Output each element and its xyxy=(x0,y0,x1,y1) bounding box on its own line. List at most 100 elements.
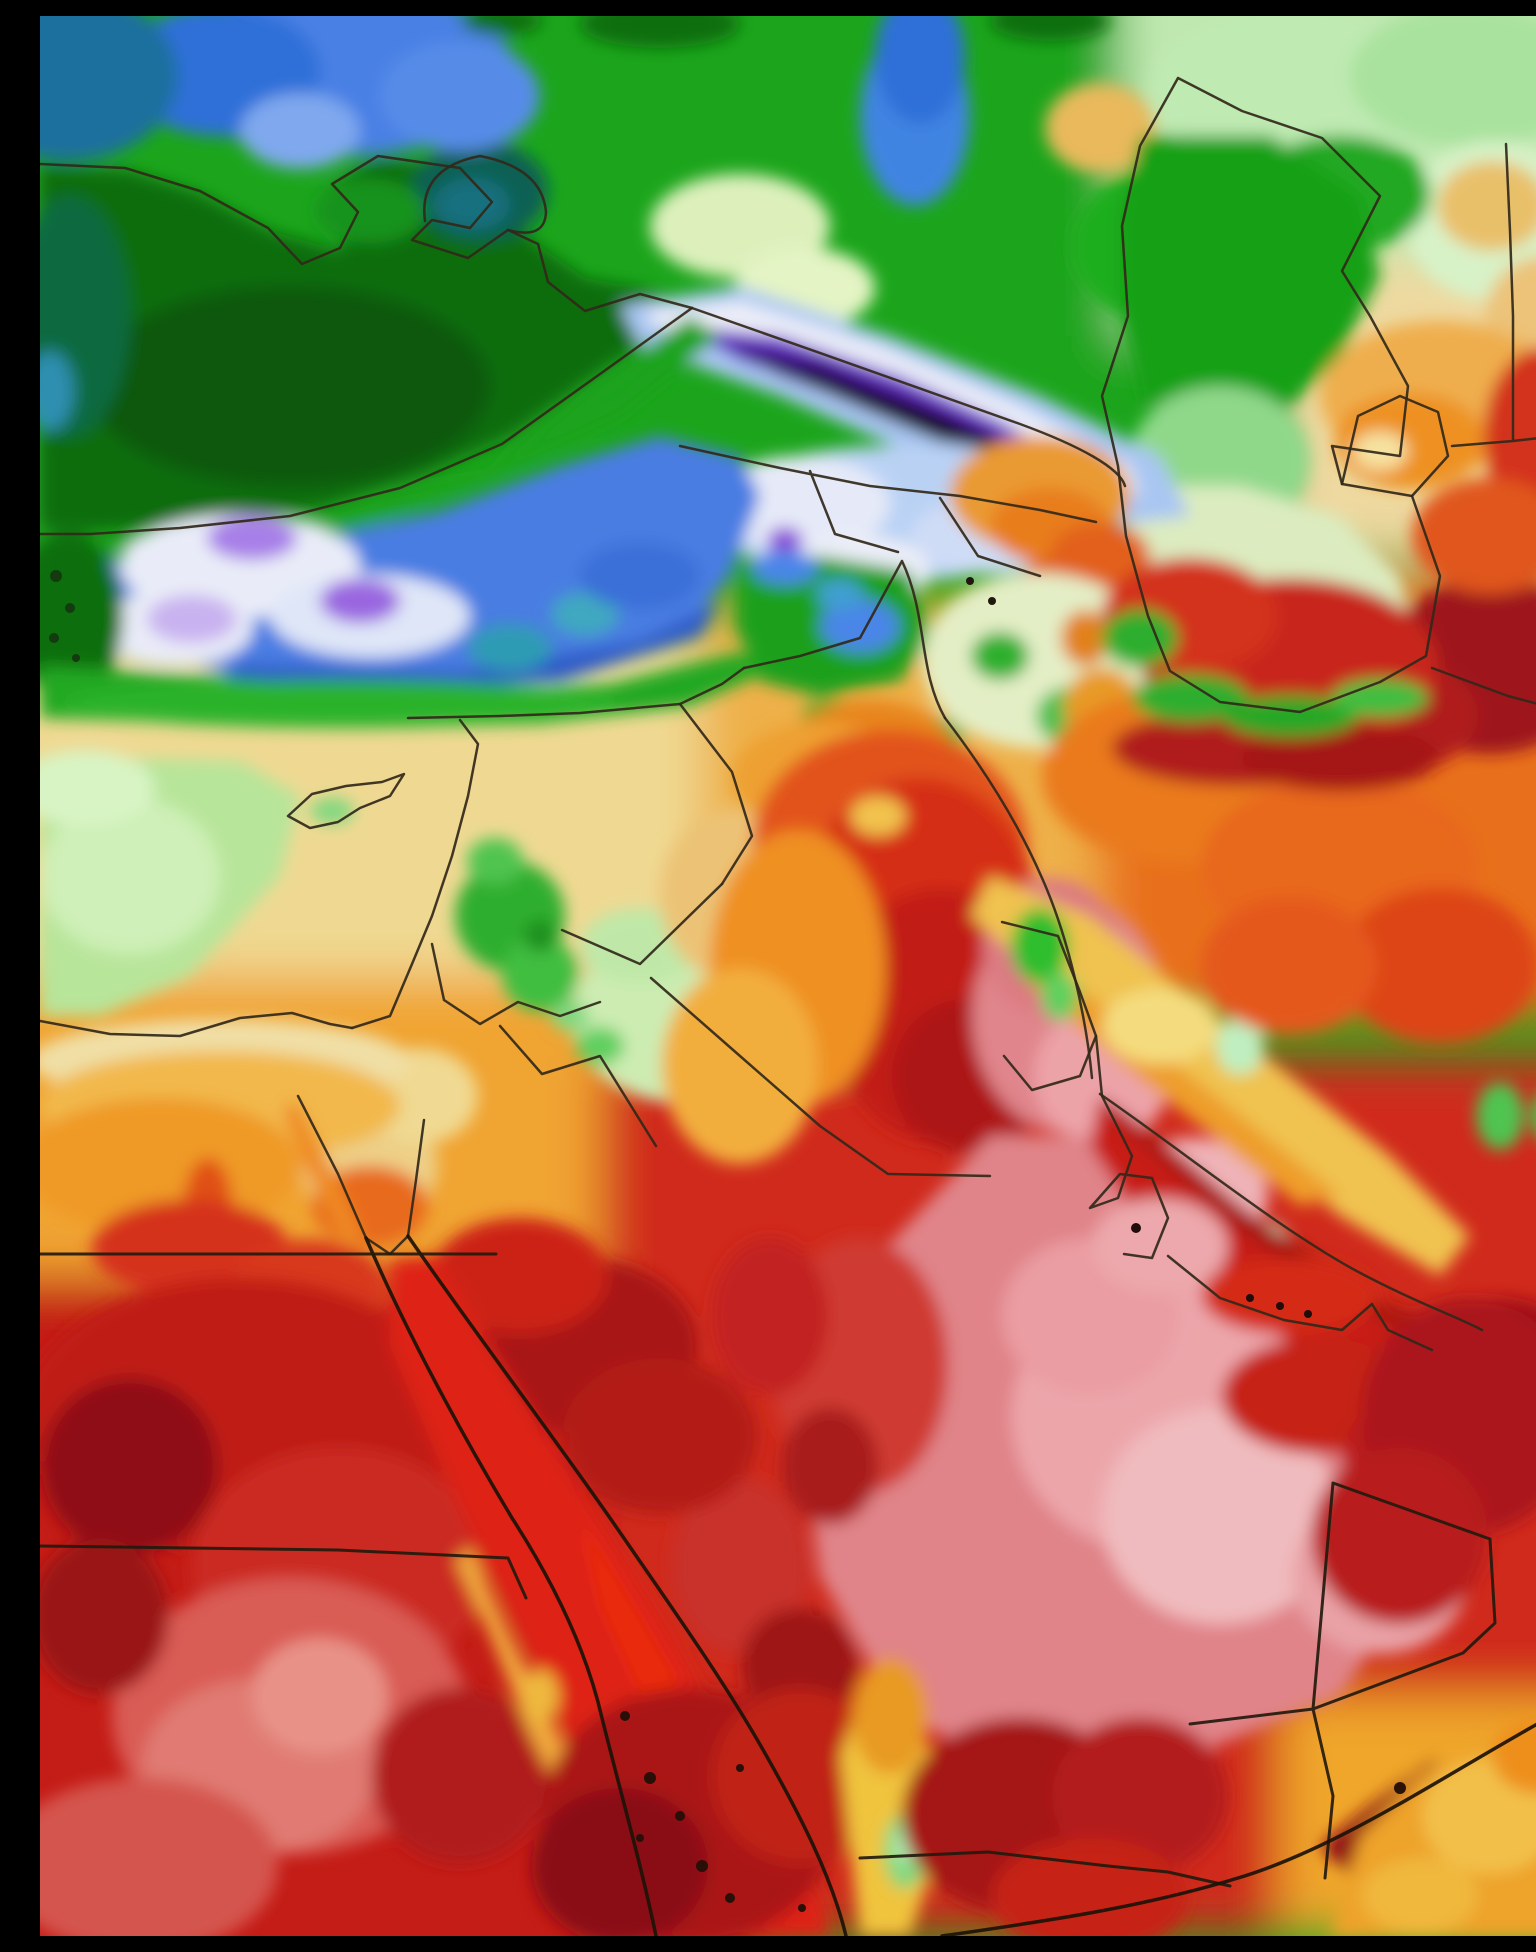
lake-van-blue-2 xyxy=(751,551,819,585)
iraq-saudi-border xyxy=(649,976,992,1178)
turkey-lavender-2 xyxy=(320,579,400,623)
iran-red-2 xyxy=(1202,898,1378,1034)
topleft-teal xyxy=(40,16,178,161)
alborz-darkred-2 xyxy=(1242,725,1438,791)
suez-gulf-orange xyxy=(283,1101,362,1244)
persian-gulf-light xyxy=(1202,1258,1378,1334)
ethiopia-maroon xyxy=(532,1788,708,1936)
redsea-island-dot xyxy=(696,1860,708,1872)
aegean-island-dot xyxy=(49,633,59,643)
sudan-south-border xyxy=(40,1544,528,1600)
turkey-north-green-sliver xyxy=(40,316,720,551)
iran-iraq-border xyxy=(943,716,1094,1080)
redsea-island-dot xyxy=(636,1834,644,1842)
lake-van-teal xyxy=(816,578,864,610)
syria-iraq-border xyxy=(678,702,754,886)
turkey-syria-border xyxy=(406,666,746,720)
jordan-borders xyxy=(430,882,724,1148)
saudi-yemen-border xyxy=(858,1850,1232,1888)
kara-bogaz-bay-coast xyxy=(1340,394,1450,498)
arabia-pink-light-2 xyxy=(1102,1408,1338,1624)
caspian-coastline xyxy=(1100,76,1442,714)
yemen-amber-edge xyxy=(852,1658,928,1774)
cyprus-green-spot xyxy=(310,798,354,824)
top-edge-dark-2 xyxy=(990,16,1110,41)
iraq-amber-flank xyxy=(662,968,818,1164)
cyprus-coastline xyxy=(286,772,406,830)
caucasus-black-core xyxy=(800,371,1030,456)
egypt-orange-band xyxy=(40,1098,300,1234)
gulf-island-dot xyxy=(1276,1302,1284,1310)
lake-van-blue-1 xyxy=(820,599,900,653)
zagros-green-right-edge xyxy=(1531,1098,1536,1134)
arabia-red-west-2 xyxy=(712,1238,828,1394)
gulf-coast-pink xyxy=(1092,1198,1228,1294)
redsea-island-dot xyxy=(620,1711,630,1721)
topright-palegreen-2 xyxy=(1350,16,1536,146)
redsea-island-dot xyxy=(725,1893,735,1903)
turkmen-gold-spot xyxy=(1352,431,1408,471)
sudan-maroon-1 xyxy=(42,1378,218,1554)
yemen-red xyxy=(992,1838,1188,1936)
turkey-lavender-1 xyxy=(207,516,297,560)
weather-temperature-map xyxy=(40,16,1536,1936)
east-med-pale-2 xyxy=(40,750,155,826)
caspian-coast-green-1 xyxy=(1132,674,1248,722)
armenia-lake-dot xyxy=(988,597,996,605)
left-edge-teal-spot xyxy=(40,351,74,431)
russia-blue-wedge-core xyxy=(875,16,965,124)
redsea-african-coast xyxy=(364,1236,658,1936)
right-edge-orange xyxy=(1412,478,1536,594)
island-dots-layer xyxy=(49,570,1406,1912)
levant-coastline xyxy=(350,718,480,1030)
aegean-island-dot xyxy=(72,654,80,662)
zagros-green-2 xyxy=(1041,972,1079,1020)
oman-se-darkred-2 xyxy=(1312,1448,1488,1624)
zagros-pale-gold xyxy=(1102,988,1218,1064)
arabiansea-gold-2 xyxy=(1362,1858,1478,1934)
redsea-island-dot xyxy=(736,1764,744,1772)
map-canvas xyxy=(40,16,1536,1936)
medit-green-band-core xyxy=(60,680,620,728)
turkey-north-coast xyxy=(40,306,694,536)
azov-teal xyxy=(434,178,510,230)
lebanon-green-3 xyxy=(467,838,523,884)
turkmenistan-borders xyxy=(1450,142,1536,448)
redsea-island-dot xyxy=(675,1811,685,1821)
east-med-palegreen-core xyxy=(40,798,220,954)
zagros-gold-band xyxy=(970,876,1470,1276)
transcaucasus-borders xyxy=(678,444,1098,578)
sudan-dark-1 xyxy=(40,1538,168,1694)
bahrain-dot xyxy=(1131,1223,1141,1233)
turkey-teal-2 xyxy=(551,592,619,636)
caspian-nw-amber xyxy=(1045,83,1155,173)
azov-sea-coast xyxy=(423,154,548,234)
topright-amber-spot xyxy=(1437,161,1536,251)
zagros-mint-1 xyxy=(1216,1017,1264,1075)
arabia-darkspot-1 xyxy=(782,1408,878,1524)
sudan-dark-2 xyxy=(372,1688,548,1864)
caspian-north-water xyxy=(1120,136,1380,446)
sudan-pink-core xyxy=(252,1638,388,1754)
nw-iran-green-1 xyxy=(971,632,1029,680)
top-edge-dark-3 xyxy=(462,16,542,35)
turkey-iran-border xyxy=(742,559,947,720)
lebanon-green-2 xyxy=(502,936,578,1012)
ukraine-lightblue xyxy=(240,93,360,169)
nw-iran-amber-1 xyxy=(1061,610,1109,666)
arabiansea-gold-1 xyxy=(1422,1758,1536,1874)
turkey-lavender-3 xyxy=(147,595,237,643)
black-sea-dark-core xyxy=(90,286,490,486)
redsea-island-dot xyxy=(798,1904,806,1912)
arabia-red-west-3 xyxy=(672,1478,808,1654)
armenia-lake-dot xyxy=(966,577,974,585)
aegean-island-dot xyxy=(65,603,75,613)
country-borders-layer xyxy=(40,76,1536,1936)
nwsaudi-red xyxy=(432,1218,608,1334)
ethiopia-red xyxy=(712,1688,888,1864)
redsea-island-dot xyxy=(644,1772,656,1784)
zagros-green-3 xyxy=(1476,1082,1524,1150)
crimea-green xyxy=(315,179,425,243)
aegean-island-dot xyxy=(50,570,62,582)
turkey-south-blue xyxy=(580,543,700,609)
